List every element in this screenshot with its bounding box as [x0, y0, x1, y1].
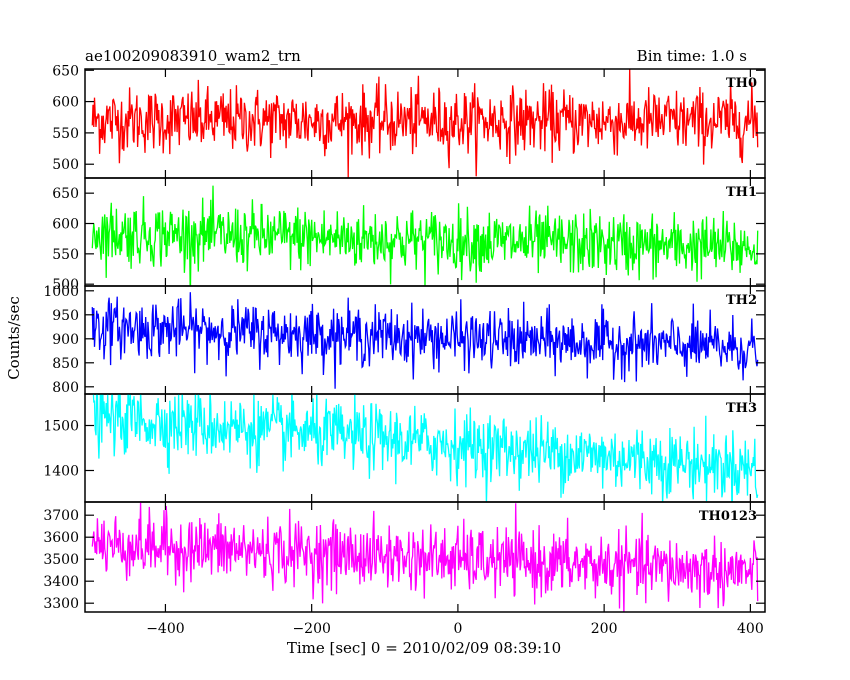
series-line-th1 — [91, 185, 759, 286]
bin-time-label: Bin time: 1.0 s — [637, 47, 747, 65]
y-tick-label: 550 — [52, 126, 79, 142]
series-line-th0 — [91, 69, 759, 178]
y-tick-label: 600 — [52, 217, 79, 233]
y-tick-label: 600 — [52, 95, 79, 111]
y-tick-label: 650 — [52, 63, 79, 79]
panel-th0: 500 550 600 650 TH0 — [52, 63, 766, 179]
x-tick-label: 0 — [453, 621, 462, 637]
y-tick-label: 1400 — [43, 464, 79, 480]
panel-label: TH0 — [726, 76, 757, 91]
y-tick-label: 800 — [52, 380, 79, 396]
panel-label: TH2 — [726, 293, 757, 308]
panel-th2: 800 850 900 950 1000 TH2 — [43, 284, 766, 396]
y-tick-label: 3500 — [43, 552, 79, 568]
x-tick-label: −200 — [292, 621, 330, 637]
y-tick-label: 550 — [52, 247, 79, 263]
panel-label: TH1 — [726, 185, 757, 200]
x-tick-label: 200 — [591, 621, 618, 637]
y-tick-label: 500 — [52, 277, 79, 293]
y-axis-label: Counts/sec — [5, 296, 23, 380]
y-tick-label: 3600 — [43, 530, 79, 546]
y-tick-label: 3700 — [43, 508, 79, 524]
panel-label: TH0123 — [699, 509, 757, 524]
x-tick-label: −400 — [146, 621, 184, 637]
series-line-th0123 — [91, 502, 759, 612]
series-line-th3 — [92, 394, 759, 502]
y-tick-label: 850 — [52, 356, 79, 372]
y-tick-label: 950 — [52, 308, 79, 324]
panel-label: TH3 — [726, 401, 757, 416]
panels-group: 500 550 600 650 TH0 500 550 600 650 TH1 800 850 900 9… — [43, 63, 766, 637]
y-tick-label: 3400 — [43, 574, 79, 590]
panel-th0123: 3300 3400 3500 3600 3700 TH0123 — [43, 501, 766, 613]
x-tick-label: 400 — [737, 621, 764, 637]
series-line-th2 — [91, 292, 759, 389]
y-tick-label: 1500 — [43, 419, 79, 435]
chart-title: ae100209083910_wam2_trn — [85, 47, 301, 65]
y-tick-label: 900 — [52, 332, 79, 348]
panel-th1: 500 550 600 650 TH1 — [52, 177, 766, 293]
panel-frame — [84, 501, 766, 613]
y-tick-label: 650 — [52, 186, 79, 202]
y-tick-label: 1000 — [43, 284, 79, 300]
x-axis-label: Time [sec] 0 = 2010/02/09 08:39:10 — [287, 639, 561, 657]
y-tick-label: 500 — [52, 157, 79, 173]
y-tick-label: 3300 — [43, 596, 79, 612]
